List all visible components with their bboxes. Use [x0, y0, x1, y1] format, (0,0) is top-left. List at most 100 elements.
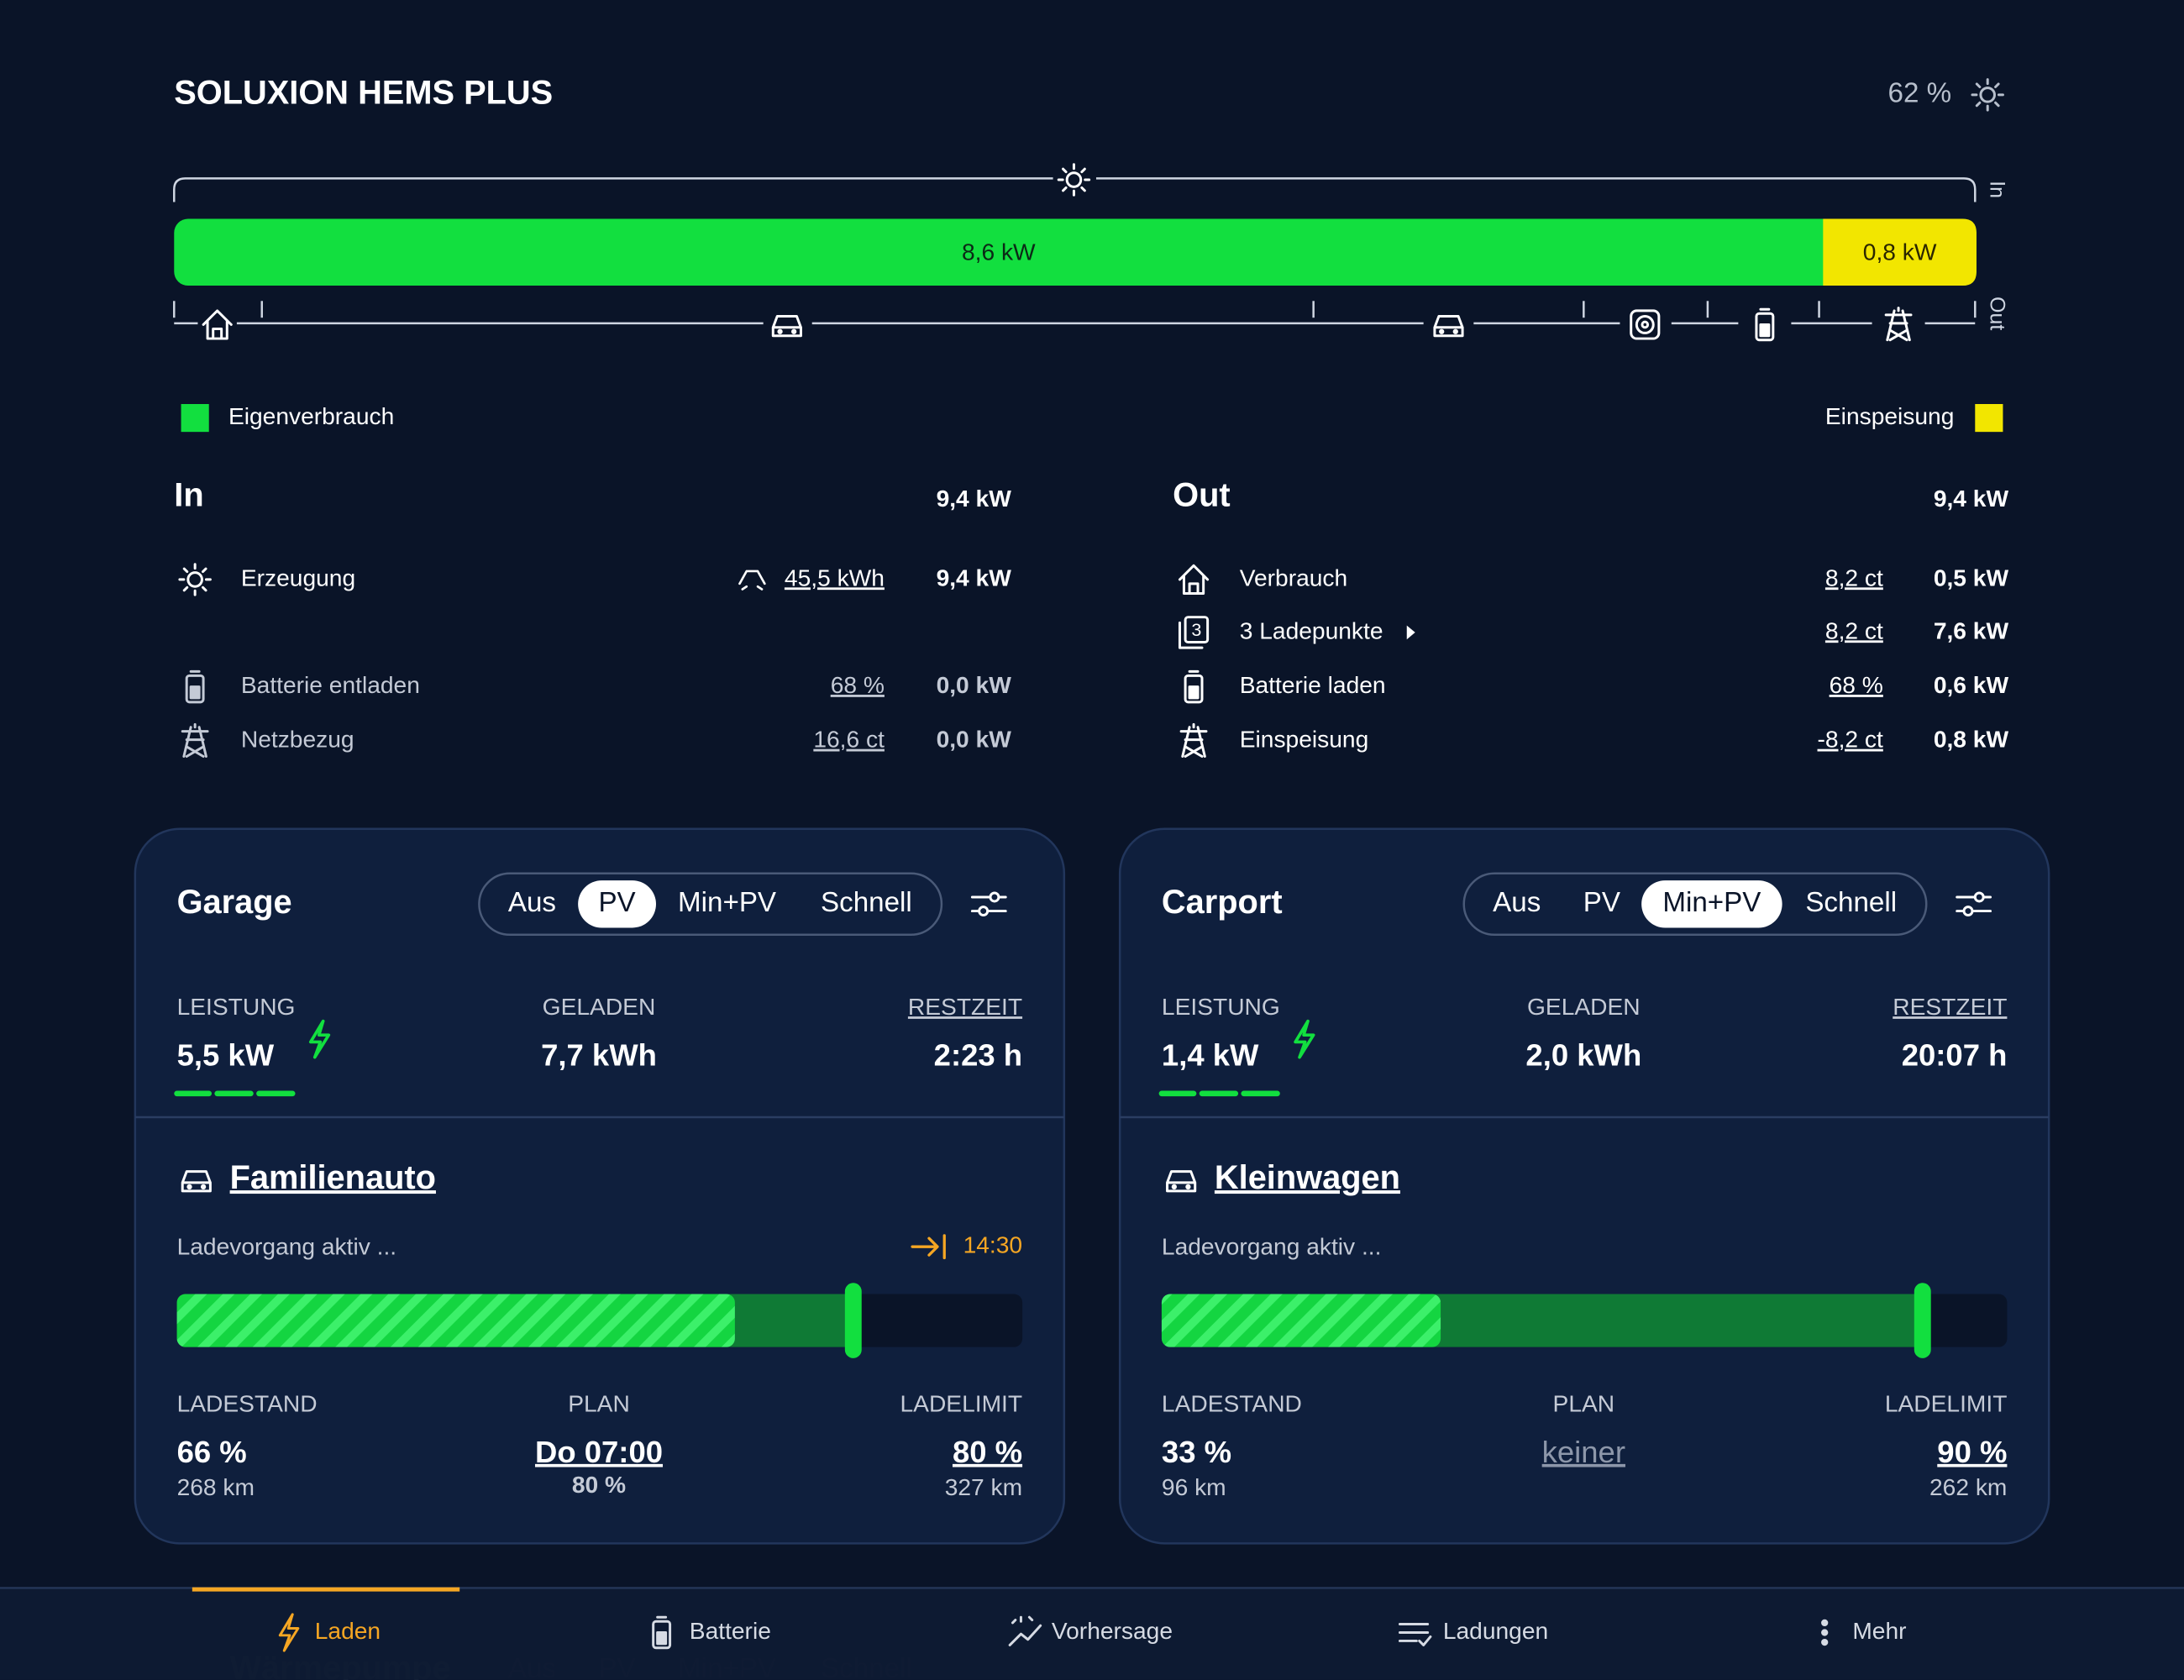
icon-part: [1065, 171, 1083, 188]
icon-more: [1821, 1619, 1829, 1646]
plan-time: 14:30: [963, 1231, 1023, 1258]
icon-part: [200, 1184, 207, 1190]
icon-part: [186, 571, 203, 588]
icon-tower: [1884, 307, 1913, 342]
mode-button[interactable]: Schnell: [1805, 887, 1897, 918]
mode-button[interactable]: Min+PV: [1662, 887, 1761, 918]
soc-value: 66 %: [177, 1435, 247, 1469]
icon-part: [1062, 186, 1068, 192]
row-detail[interactable]: 68 %: [831, 671, 885, 698]
limit-handle[interactable]: [844, 1283, 862, 1358]
vehicle-name[interactable]: Kleinwagen: [1215, 1159, 1400, 1196]
icon-part: [186, 1184, 192, 1190]
plan-value[interactable]: Do 07:00: [535, 1435, 663, 1469]
flow-label: 8,6 kW: [962, 238, 1036, 265]
icon-part: [1962, 906, 1974, 917]
soc-value: 33 %: [1162, 1435, 1231, 1469]
row-detail[interactable]: 45,5 kWh: [785, 564, 885, 591]
icon-list: [1398, 1623, 1432, 1646]
icon-bolt: [308, 1019, 331, 1059]
mode-button[interactable]: PV: [598, 887, 635, 918]
row-power: 7,6 kW: [1934, 617, 2009, 643]
card: [134, 827, 1066, 1545]
icon-car: [181, 1170, 212, 1193]
icon-part: [1994, 82, 2000, 88]
icon-forecast: [1008, 1615, 1042, 1646]
icon-ev: 3: [1178, 616, 1210, 649]
mode-button[interactable]: Min+PV: [678, 887, 776, 918]
mode-switch: [1462, 872, 1928, 936]
legend-label: Einspeisung: [1825, 402, 1955, 429]
icon-part: [791, 328, 797, 334]
icon-part: [978, 906, 990, 917]
soc-bar: [176, 1294, 735, 1347]
row-detail[interactable]: 68 %: [1830, 671, 1883, 698]
row-label: 3 Ladepunkte: [1240, 617, 1383, 643]
section-title: In: [174, 477, 203, 514]
nav-item[interactable]: Batterie: [690, 1617, 771, 1644]
nav-item[interactable]: Laden: [315, 1617, 381, 1644]
icon-part: [1080, 167, 1086, 174]
icon-part: [1398, 1623, 1432, 1646]
stat-label: PLAN: [1553, 1390, 1615, 1417]
card-title: Carport: [1162, 884, 1283, 921]
axis-label: In: [1986, 181, 2009, 198]
flow-self-use: [174, 218, 1977, 286]
limit-handle[interactable]: [1914, 1283, 1931, 1358]
icon-part: [656, 1631, 668, 1646]
icon-part: [1433, 315, 1464, 338]
row-detail[interactable]: 8,2 ct: [1825, 617, 1883, 643]
icon-arrowend: [911, 1234, 946, 1260]
nav-item[interactable]: Ladungen: [1443, 1617, 1548, 1644]
vehicle-name[interactable]: Familienauto: [230, 1159, 436, 1196]
icon-part: [1956, 895, 1992, 913]
row-label: Netzbezug: [241, 726, 354, 753]
row-detail[interactable]: 16,6 ct: [813, 726, 885, 753]
mode-button[interactable]: PV: [1583, 887, 1620, 918]
stat-value: 7,7 kWh: [541, 1037, 657, 1072]
nav-item[interactable]: Mehr: [1852, 1617, 1906, 1644]
section-total: 9,4 kW: [1934, 485, 2009, 512]
flow-label: 0,8 kW: [1863, 238, 1937, 265]
limit-value[interactable]: 90 %: [1937, 1435, 2007, 1469]
row-power: 0,0 kW: [937, 671, 1012, 698]
icon-part: [1755, 312, 1775, 342]
stat-value: 20:07 h: [1902, 1037, 2008, 1072]
mode-button[interactable]: Schnell: [821, 887, 912, 918]
row-detail[interactable]: 8,2 ct: [1825, 564, 1883, 591]
icon-battery: [185, 669, 205, 704]
icon-part: [1979, 87, 1996, 103]
icon-part: [181, 1170, 212, 1193]
app-title: SOLUXION HEMS PLUS: [174, 74, 553, 111]
plan-soc: 80 %: [572, 1471, 626, 1498]
icon-part: [1166, 1170, 1197, 1193]
nav-item[interactable]: Vorhersage: [1052, 1617, 1173, 1644]
stat-label: LEISTUNG: [177, 993, 296, 1020]
icon-tower: [1179, 722, 1208, 759]
icon-part: [777, 328, 783, 334]
icon-sliders: [970, 891, 1007, 917]
row-power: 9,4 kW: [937, 564, 1012, 591]
plan-value[interactable]: keiner: [1542, 1435, 1625, 1469]
icon-part: [1178, 564, 1210, 595]
stat-label: PLAN: [568, 1390, 630, 1417]
mode-button[interactable]: Aus: [508, 887, 556, 918]
icon-part: [182, 585, 189, 592]
icon-part: [1630, 309, 1661, 340]
stat-label: LEISTUNG: [1162, 993, 1280, 1020]
mode-active: [1641, 880, 1782, 928]
section-title: Out: [1173, 477, 1231, 514]
icon-part: [202, 585, 207, 592]
icon-part: [202, 309, 233, 340]
row-detail[interactable]: -8,2 ct: [1818, 726, 1883, 753]
mode-button[interactable]: Aus: [1493, 887, 1541, 918]
limit-value[interactable]: 80 %: [953, 1435, 1022, 1469]
icon-part: [1975, 101, 1982, 108]
icon-part: [1179, 722, 1208, 759]
stat-label: LADESTAND: [1162, 1390, 1302, 1417]
icon-part: [1884, 307, 1913, 342]
icon-part: [652, 1620, 672, 1650]
icon-part: [1184, 616, 1210, 644]
row-power: 0,8 kW: [1934, 726, 2009, 753]
